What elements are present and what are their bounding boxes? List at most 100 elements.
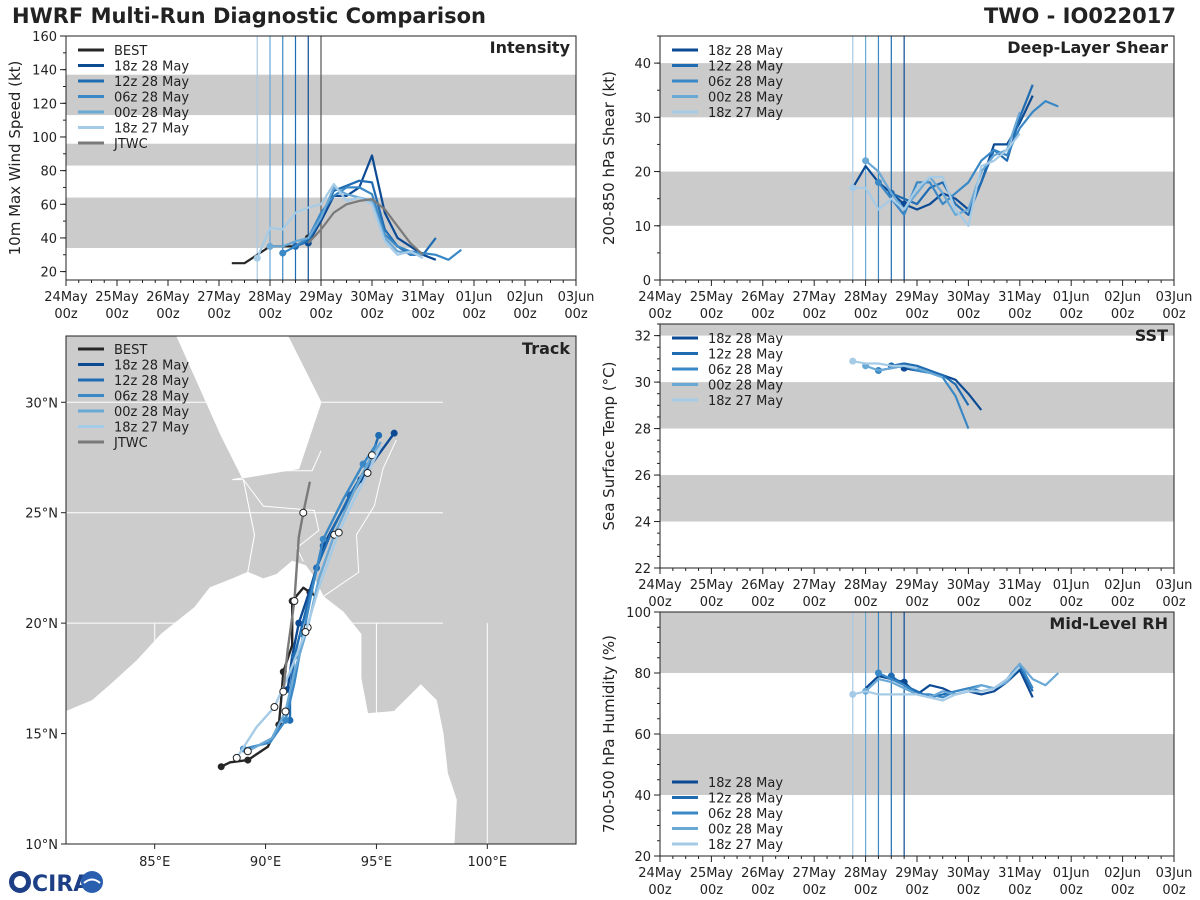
shear-x-tick-label: 25May <box>690 290 734 305</box>
shear-x-tick-label: 31May <box>998 290 1042 305</box>
shear-x-tick-label: 03Jun <box>1156 290 1193 305</box>
sst-panel: 22 24 26 28 30 32 24May 00z 25May 00z 26May 00z 27Ma… <box>600 323 1193 610</box>
sst-legend-label-4: 18z 27 May <box>708 394 783 409</box>
shear-band-1 <box>660 63 1174 118</box>
sst-band-0 <box>660 475 1174 522</box>
track-border-line <box>261 450 322 472</box>
intensity-x-tick-label: 29May <box>299 290 343 305</box>
rh-x-tick-sublabel: 00z <box>1060 883 1084 898</box>
shear-x-tick-sublabel: 00z <box>803 307 827 322</box>
rh-x-tick-label: 31May <box>998 866 1042 881</box>
rh-y-tick-label: 60 <box>634 728 651 743</box>
intensity-panel: 20 40 60 80 100 120 140 160 24May 00z 25May 00z 26Ma… <box>6 30 594 322</box>
shear-x-tick-sublabel: 00z <box>957 307 981 322</box>
sst-x-tick-sublabel: 00z <box>1111 595 1135 610</box>
sst-series-1 <box>891 362 970 406</box>
rh-x-tick-label: 24May <box>638 866 682 881</box>
intensity-x-tick-label: 28May <box>248 290 292 305</box>
rh-legend-label-3: 00z 28 May <box>708 823 783 838</box>
shear-band-0 <box>660 171 1174 226</box>
sst-y-tick-label: 30 <box>634 376 651 391</box>
intensity-init-marker-4 <box>266 242 274 250</box>
track-panel-label: Track <box>522 339 570 358</box>
track-y-tick-label: 10°N <box>25 838 58 853</box>
track-point-6 <box>299 508 308 517</box>
intensity-y-tick-label: 120 <box>32 97 57 112</box>
intensity-x-tick-label: 01Jun <box>456 290 493 305</box>
intensity-legend-label-6: JTWC <box>113 137 148 152</box>
track-point-6 <box>290 597 299 606</box>
track-legend-label-2: 12z 28 May <box>114 374 189 389</box>
track-point-1 <box>295 619 303 627</box>
intensity-x-tick-sublabel: 00z <box>462 307 486 322</box>
sst-x-tick-label: 03Jun <box>1156 578 1193 593</box>
intensity-series-4 <box>270 186 424 256</box>
intensity-x-tick-label: 25May <box>95 290 139 305</box>
rh-x-tick-sublabel: 00z <box>1162 883 1186 898</box>
rh-x-tick-label: 28May <box>844 866 888 881</box>
intensity-x-tick-sublabel: 00z <box>156 307 180 322</box>
rh-x-tick-sublabel: 00z <box>648 883 672 898</box>
intensity-legend-label-3: 06z 28 May <box>114 91 189 106</box>
shear-x-tick-sublabel: 00z <box>1162 307 1186 322</box>
rh-x-tick-label: 03Jun <box>1156 866 1193 881</box>
track-frame <box>65 335 577 845</box>
intensity-x-tick-sublabel: 00z <box>207 307 231 322</box>
rh-x-tick-label: 29May <box>895 866 939 881</box>
track-legend-label-5: 18z 27 May <box>114 421 189 436</box>
rh-plot-area <box>660 612 1174 856</box>
rh-x-tick-label: 26May <box>741 866 785 881</box>
track-legend-label-6: JTWC <box>113 436 148 451</box>
track-border-line <box>311 439 397 604</box>
track-point-3 <box>359 460 367 468</box>
rh-legend-label-2: 06z 28 May <box>708 807 783 822</box>
shear-x-tick-sublabel: 00z <box>1060 307 1084 322</box>
intensity-x-tick-label: 26May <box>146 290 190 305</box>
sst-x-tick-sublabel: 00z <box>803 595 827 610</box>
track-point-5 <box>363 468 372 477</box>
rh-y-tick-label: 20 <box>634 850 651 865</box>
intensity-x-tick-label: 03Jun <box>558 290 595 305</box>
intensity-y-tick-label: 160 <box>32 30 57 45</box>
logo-seal-wave-icon <box>83 878 101 884</box>
shear-legend-label-2: 06z 28 May <box>708 75 783 90</box>
rh-x-tick-sublabel: 00z <box>803 883 827 898</box>
track-x-tick-label: 90°E <box>250 855 281 870</box>
shear-legend-label-1: 12z 28 May <box>708 60 783 75</box>
sst-x-tick-label: 24May <box>638 578 682 593</box>
shear-x-tick-label: 26May <box>741 290 785 305</box>
track-series-6 <box>282 481 312 692</box>
shear-x-tick-label: 02Jun <box>1104 290 1141 305</box>
track-point-5 <box>334 528 343 537</box>
logo-globe-core-icon <box>14 876 26 888</box>
rh-legend-label-1: 12z 28 May <box>708 792 783 807</box>
shear-series-1 <box>890 84 1034 216</box>
rh-panel: 20 40 60 80 100 24May 00z 25May 00z 26May 00z 27May… <box>600 606 1192 898</box>
sst-y-tick-label: 22 <box>634 562 651 577</box>
sst-x-tick-sublabel: 00z <box>905 595 929 610</box>
sst-init-marker-4 <box>849 357 857 365</box>
track-series-3 <box>243 443 378 751</box>
intensity-legend-label-1: 18z 28 May <box>114 60 189 75</box>
shear-y-tick-label: 0 <box>643 274 651 289</box>
shear-panel-label: Deep-Layer Shear <box>1007 38 1168 57</box>
shear-init-marker-4 <box>849 184 857 192</box>
intensity-x-tick-label: 24May <box>44 290 88 305</box>
track-legend-label-4: 00z 28 May <box>114 405 189 420</box>
sst-legend-label-1: 12z 28 May <box>708 348 783 363</box>
shear-y-axis-label: 200-850 hPa Shear (kt) <box>600 71 618 245</box>
rh-band-1 <box>660 612 1174 673</box>
sst-x-tick-sublabel: 00z <box>1162 595 1186 610</box>
track-y-tick-label: 15°N <box>25 728 58 743</box>
shear-legend-label-0: 18z 28 May <box>708 44 783 59</box>
sst-legend-label-0: 18z 28 May <box>708 332 783 347</box>
shear-x-tick-label: 29May <box>895 290 939 305</box>
track-point-5 <box>301 627 310 636</box>
shear-init-marker-3 <box>862 157 870 165</box>
rh-y-tick-label: 100 <box>626 606 651 621</box>
sst-x-tick-sublabel: 00z <box>957 595 981 610</box>
intensity-series-5 <box>256 183 424 260</box>
intensity-series-6 <box>307 198 424 256</box>
track-point-3 <box>319 535 327 543</box>
shear-x-tick-sublabel: 00z <box>751 307 775 322</box>
